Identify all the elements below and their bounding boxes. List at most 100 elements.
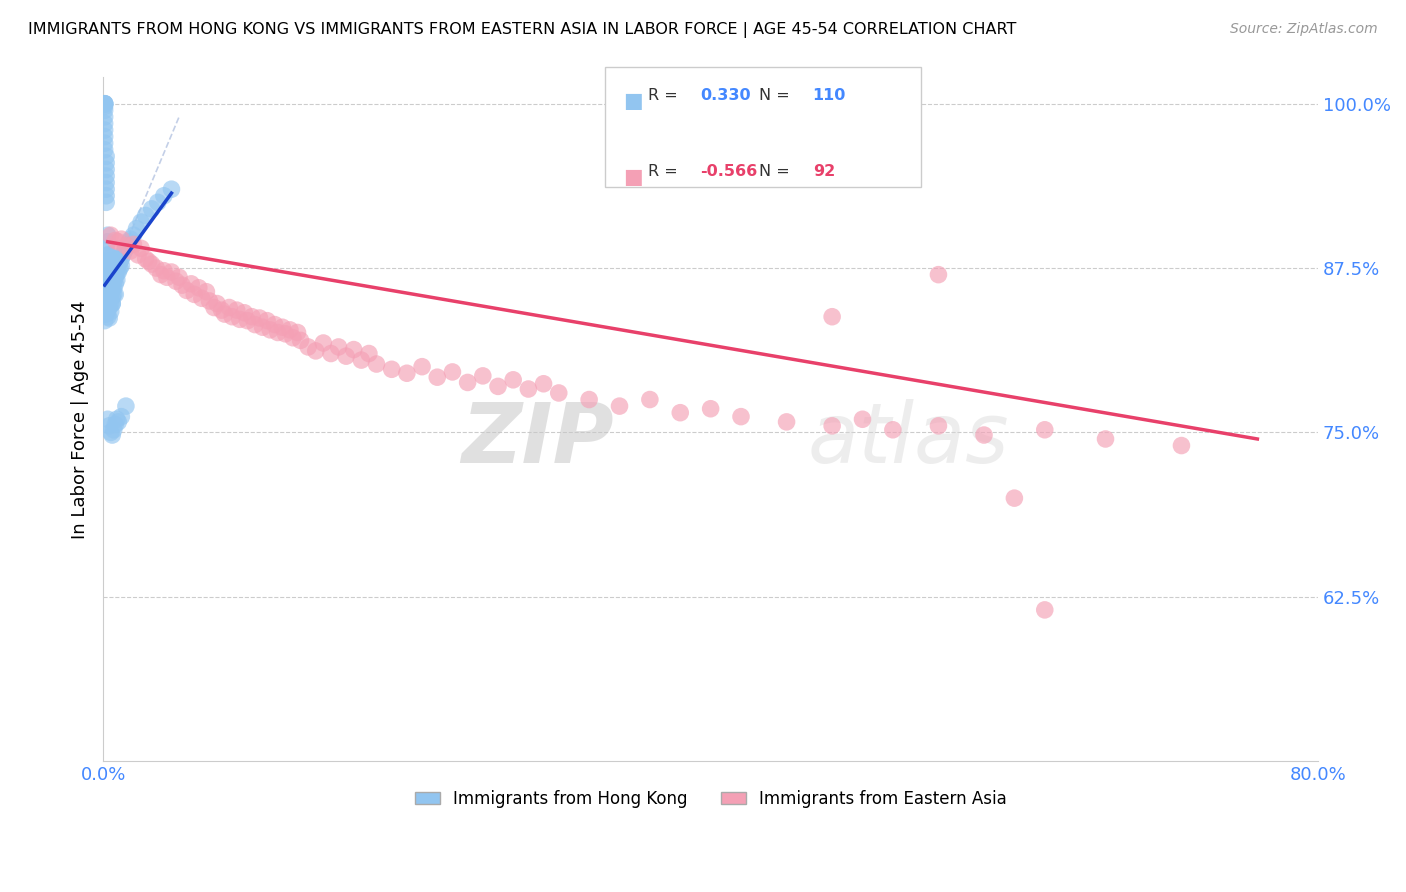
Point [135, 209, 157, 223]
Point [343, 343, 366, 357]
Point [96, 188, 118, 202]
Point [98, 248, 121, 262]
Point [243, 318, 266, 332]
Point [97, 228, 120, 243]
Point [249, 311, 271, 326]
Point [160, 182, 183, 196]
Point [104, 277, 127, 291]
Point [129, 215, 152, 229]
Point [274, 326, 297, 341]
Text: ■: ■ [623, 91, 643, 111]
Point [93, 313, 115, 327]
Point [98, 293, 121, 308]
Point [93, 136, 115, 151]
Point [927, 418, 949, 433]
Point [281, 331, 304, 345]
Point [96, 241, 118, 255]
Point [115, 241, 138, 255]
Point [110, 409, 132, 424]
Point [1033, 603, 1056, 617]
Point [103, 287, 125, 301]
Point [97, 310, 120, 324]
Point [97, 287, 120, 301]
Point [97, 268, 120, 282]
Point [135, 252, 157, 266]
Point [287, 326, 309, 340]
Point [278, 323, 301, 337]
Point [107, 235, 129, 249]
Point [183, 287, 205, 301]
Point [96, 162, 118, 177]
Point [97, 235, 120, 249]
Point [101, 257, 124, 271]
Text: ZIP: ZIP [461, 400, 613, 480]
Point [547, 386, 569, 401]
Point [259, 323, 281, 337]
Point [357, 346, 380, 360]
Point [218, 301, 240, 315]
Point [104, 257, 127, 271]
Point [127, 248, 149, 262]
Text: 0.330: 0.330 [700, 88, 751, 103]
Point [93, 96, 115, 111]
Point [101, 296, 124, 310]
Point [98, 274, 121, 288]
Point [240, 310, 263, 324]
Point [1033, 423, 1056, 437]
Point [138, 254, 160, 268]
Point [851, 412, 873, 426]
Point [103, 423, 125, 437]
Point [110, 232, 132, 246]
Point [100, 296, 122, 310]
Point [93, 307, 115, 321]
Point [471, 368, 494, 383]
Point [98, 287, 121, 301]
Point [927, 268, 949, 282]
Text: R =: R = [648, 164, 678, 179]
Point [98, 301, 121, 315]
Point [115, 238, 138, 252]
Point [98, 261, 121, 276]
Point [101, 428, 124, 442]
Point [145, 261, 167, 276]
Point [98, 254, 121, 268]
Point [105, 260, 128, 274]
Point [96, 169, 118, 183]
Point [263, 318, 285, 332]
Point [98, 418, 121, 433]
Point [775, 415, 797, 429]
Point [93, 116, 115, 130]
Point [97, 261, 120, 276]
Point [366, 357, 388, 371]
Point [103, 281, 125, 295]
Point [101, 290, 124, 304]
Point [98, 281, 121, 295]
Point [100, 263, 122, 277]
Point [108, 254, 131, 268]
Point [187, 281, 209, 295]
Point [638, 392, 661, 407]
Point [96, 176, 118, 190]
Legend: Immigrants from Hong Kong, Immigrants from Eastern Asia: Immigrants from Hong Kong, Immigrants fr… [408, 783, 1014, 814]
Point [395, 366, 418, 380]
Text: N =: N = [759, 88, 790, 103]
Point [730, 409, 752, 424]
Point [236, 313, 259, 327]
Point [97, 248, 120, 262]
Point [100, 261, 122, 276]
Point [96, 149, 118, 163]
Point [93, 123, 115, 137]
Point [110, 259, 132, 273]
Point [93, 103, 115, 118]
Point [107, 252, 129, 266]
Point [381, 362, 404, 376]
Point [129, 241, 152, 255]
Point [100, 304, 122, 318]
Point [328, 340, 350, 354]
Point [205, 296, 228, 310]
Point [104, 270, 127, 285]
Point [98, 268, 121, 282]
Point [96, 156, 118, 170]
Point [93, 110, 115, 124]
Point [103, 268, 125, 282]
